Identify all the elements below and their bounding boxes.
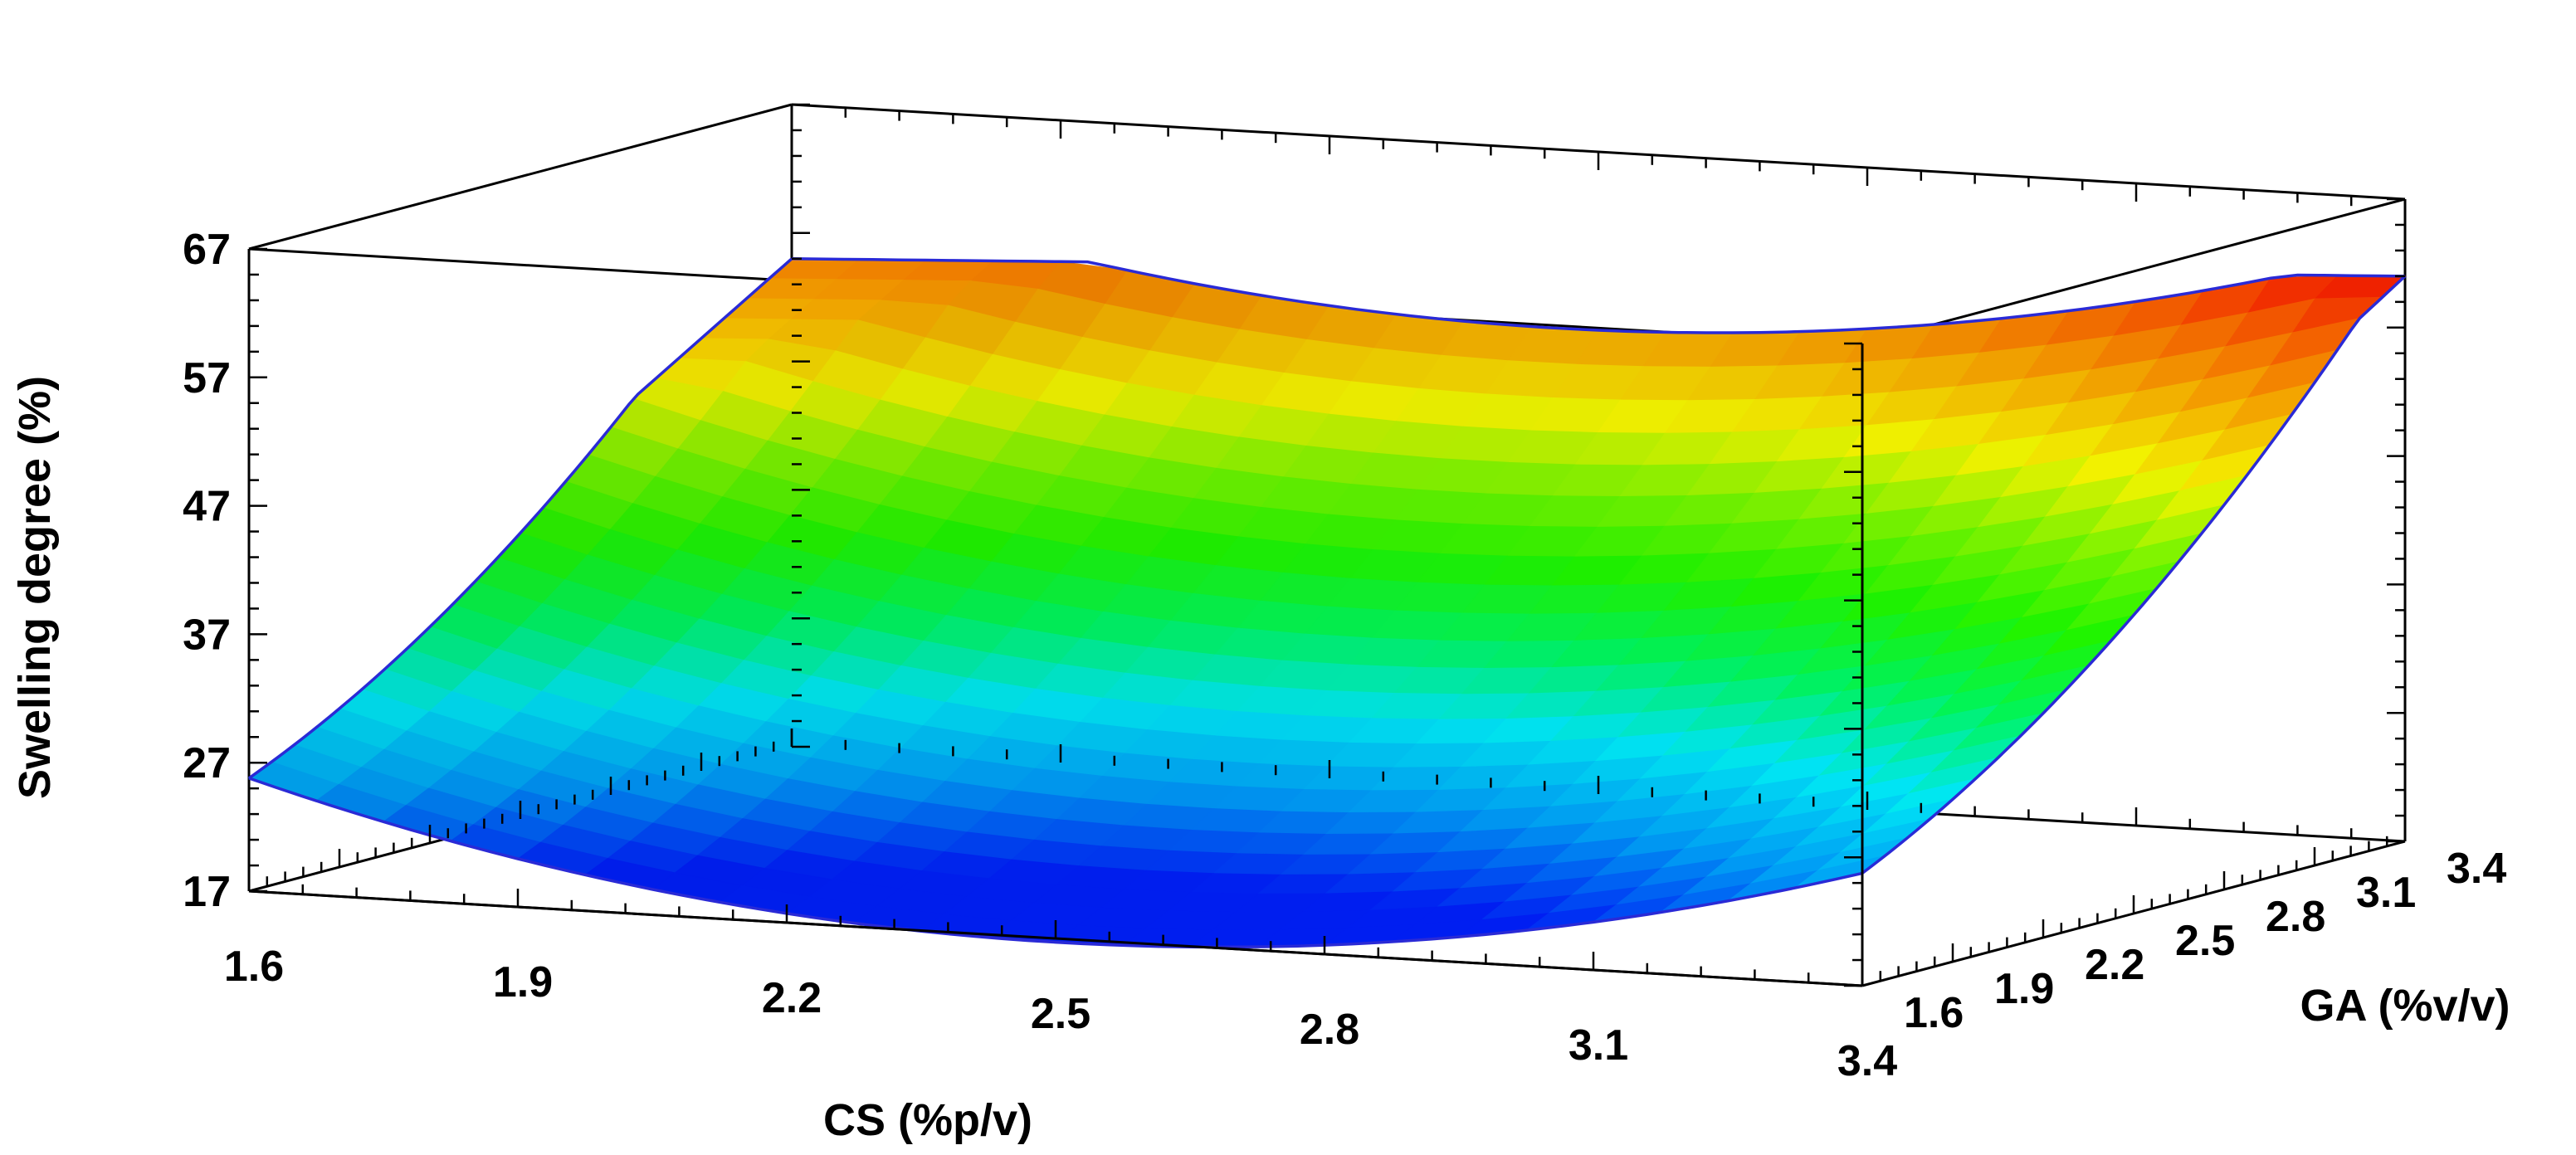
x-tick-label: 1.9 (493, 958, 553, 1006)
surface-edge-cs-min (247, 257, 793, 780)
x-tick-label: 1.6 (224, 943, 284, 991)
y-tick-label: 1.9 (1994, 965, 2054, 1013)
surface-edge-cs-max (1861, 275, 2407, 875)
z-tick-label: 67 (183, 226, 231, 274)
z-tick-label: 57 (183, 354, 231, 402)
surface-edge-ga-max (791, 257, 2406, 334)
response-surface (247, 257, 2407, 949)
z-axis-title: Swelling degree (%) (10, 376, 60, 799)
y-tick-label: 2.5 (2175, 917, 2235, 965)
x-tick-label: 2.8 (1300, 1006, 1359, 1054)
box-edge-7 (248, 103, 793, 251)
x-axis-title: CS (%p/v) (823, 1095, 1032, 1145)
surface-edge-ga-min (248, 777, 1863, 949)
y-tick-label: 1.6 (1904, 989, 1964, 1037)
y-tick-label: 2.2 (2085, 941, 2144, 989)
y-tick-label: 3.4 (2447, 845, 2506, 893)
axis-labels: Swelling degree (%) CS (%p/v) GA (%v/v) … (10, 226, 2510, 1145)
z-tick-label: 17 (183, 868, 231, 916)
x-tick-label: 3.4 (1837, 1037, 1897, 1085)
box-edge-5 (1861, 197, 2406, 345)
axis-ticks (247, 103, 2407, 987)
z-tick-label: 37 (183, 611, 231, 659)
z-tick-label: 27 (183, 739, 231, 787)
x-tick-label: 3.1 (1569, 1021, 1628, 1070)
x-tick-label: 2.5 (1031, 990, 1090, 1038)
x-tick-label: 2.2 (762, 974, 822, 1022)
y-tick-label: 3.1 (2356, 869, 2416, 917)
z-tick-label: 47 (183, 483, 231, 531)
y-axis-title: GA (%v/v) (2300, 981, 2510, 1031)
y-tick-label: 2.8 (2266, 893, 2325, 941)
